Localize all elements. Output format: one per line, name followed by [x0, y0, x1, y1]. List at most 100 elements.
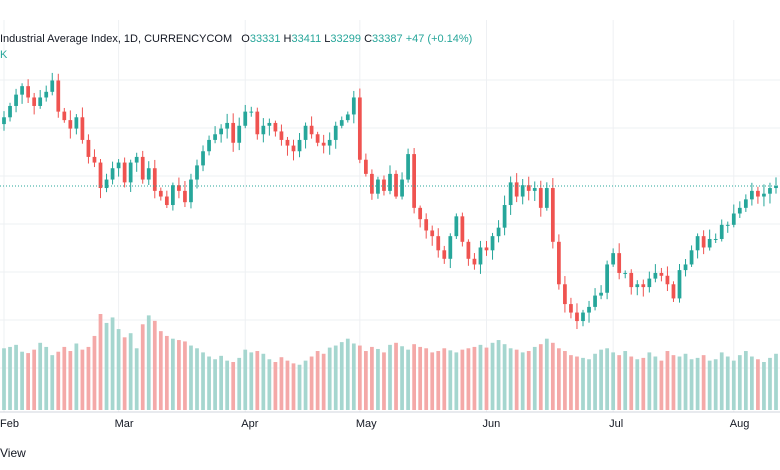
- candle-body: [695, 236, 700, 251]
- candle-body: [490, 236, 495, 251]
- volume-bar: [140, 324, 145, 410]
- candle-body: [357, 97, 362, 160]
- time-axis-label: Feb: [0, 418, 19, 430]
- volume-bar: [725, 356, 730, 410]
- candle-body: [587, 306, 591, 313]
- candle-body: [532, 188, 537, 191]
- candle-body: [177, 185, 181, 191]
- candle-body: [80, 117, 85, 140]
- volume-bar: [351, 343, 356, 410]
- candle-body: [219, 128, 223, 135]
- time-axis-label: Mar: [115, 418, 134, 430]
- candle-body: [327, 139, 332, 146]
- volume-bar: [225, 360, 230, 410]
- change-value: +47 (+0.14%): [405, 33, 473, 45]
- volume-bar: [50, 355, 55, 410]
- candle-body: [635, 284, 640, 288]
- candle-body: [665, 275, 670, 285]
- candle-body: [412, 154, 416, 208]
- volume-bar: [364, 351, 368, 410]
- candle-body: [309, 125, 314, 135]
- candle-body: [249, 111, 254, 113]
- candle-body: [56, 80, 61, 112]
- volume-bar: [750, 356, 754, 410]
- open-value: 33331: [249, 33, 281, 45]
- volume-bar: [430, 352, 435, 410]
- candle-body: [231, 122, 236, 143]
- candle-body: [255, 111, 260, 135]
- candle-body: [701, 236, 706, 248]
- candle-body: [442, 250, 447, 259]
- candle-body: [146, 168, 151, 180]
- volume-bar: [737, 355, 742, 410]
- candle-body: [623, 272, 628, 274]
- candle-body: [575, 312, 579, 322]
- candle-body: [563, 284, 567, 305]
- volume-bar: [605, 348, 609, 410]
- volume-bar: [508, 348, 513, 410]
- volume-bar: [195, 348, 199, 410]
- candle-body: [2, 117, 6, 125]
- candle-body: [653, 272, 658, 279]
- candle-body: [68, 120, 73, 129]
- volume-bar: [213, 359, 217, 410]
- volume-bar: [653, 356, 658, 410]
- volume-bar: [92, 335, 97, 410]
- candle-body: [62, 111, 67, 121]
- volume-bar: [756, 359, 760, 410]
- volume-bar: [532, 346, 537, 410]
- high-value: 33411: [291, 33, 322, 45]
- volume-bar: [484, 347, 489, 410]
- candle-body: [593, 295, 597, 307]
- volume-bar: [357, 345, 362, 410]
- volume-bar: [285, 360, 290, 410]
- volume-bar: [38, 342, 43, 410]
- volume-bar: [8, 346, 12, 410]
- volume-bar: [2, 348, 6, 410]
- candle-body: [92, 156, 97, 163]
- candle-body: [86, 139, 91, 157]
- candle-body: [321, 142, 326, 146]
- volume-bar: [599, 349, 603, 410]
- volume-bar: [279, 357, 284, 410]
- volume-bar: [526, 351, 531, 410]
- candle-body: [406, 154, 410, 180]
- candle-body: [134, 156, 139, 163]
- volume-bar: [146, 315, 151, 410]
- candle-body: [315, 134, 320, 143]
- volume-bar: [345, 338, 350, 410]
- volume-bar: [164, 335, 169, 410]
- high-label: H: [283, 33, 292, 45]
- volume-bar: [20, 351, 24, 410]
- candle-body: [261, 125, 266, 135]
- volume-bar: [623, 351, 628, 410]
- close-value: 33387: [372, 33, 403, 45]
- volume-bar: [207, 356, 211, 410]
- candle-body: [677, 270, 682, 299]
- candle-body: [418, 207, 423, 220]
- volume-bar: [62, 346, 67, 410]
- volume-bar: [701, 355, 706, 410]
- volume-bar: [56, 351, 61, 410]
- volume-bar: [394, 342, 398, 410]
- volume-bar: [569, 355, 573, 410]
- candle-body: [725, 224, 730, 226]
- candle-body: [743, 199, 748, 208]
- volume-bar: [183, 341, 187, 410]
- volume-bar: [617, 355, 622, 410]
- candle-body: [611, 253, 616, 265]
- volume-bar: [134, 348, 139, 410]
- candle-body: [466, 241, 471, 259]
- candle-body: [38, 97, 43, 106]
- volume-bar: [321, 353, 326, 410]
- candle-body: [436, 236, 441, 251]
- volume-bar: [309, 356, 314, 410]
- candle-body: [333, 125, 338, 140]
- candle-body: [50, 80, 55, 92]
- volume-bar: [731, 360, 736, 410]
- candle-body: [713, 238, 718, 240]
- volume-bar: [713, 359, 718, 410]
- footer-label[interactable]: View: [0, 446, 26, 460]
- volume-bar: [563, 351, 567, 410]
